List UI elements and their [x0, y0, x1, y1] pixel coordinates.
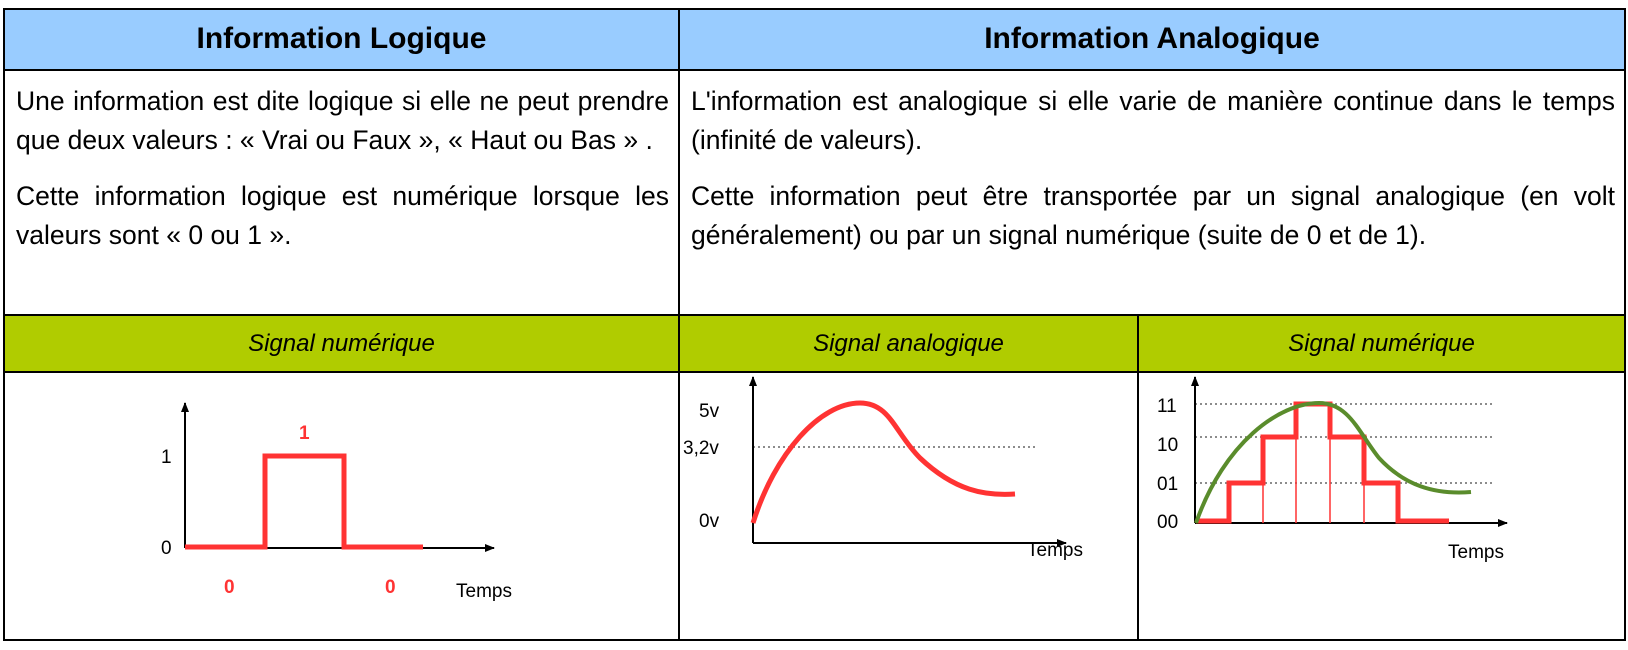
logic-signal	[185, 453, 423, 550]
border-col2	[1137, 314, 1139, 641]
border-row1	[3, 69, 1626, 71]
digital-steps	[1196, 401, 1449, 524]
y-label-1: 1	[161, 447, 172, 468]
diagram-signal-analogique: 5v 3,2v 0v Temps	[683, 376, 1083, 561]
border-row3	[3, 371, 1626, 373]
border-bottom	[3, 639, 1626, 641]
analog-curve-overlay	[1194, 400, 1472, 524]
y-label-10: 10	[1157, 435, 1178, 456]
subheader-signal-numerique-1: Signal numérique	[4, 315, 679, 372]
subheader-signal-numerique-2: Signal numérique	[1138, 315, 1625, 372]
text-analogique: L'information est analogique si elle var…	[679, 70, 1625, 315]
subheader-1-text: Signal numérique	[248, 329, 435, 357]
header-analogique: Information Analogique	[679, 9, 1625, 69]
x-axis-label: Temps	[1027, 540, 1083, 561]
diagram-signal-logique: 1 0 1 0 0 Temps	[161, 402, 512, 602]
border-left	[3, 8, 5, 641]
subheader-2-text: Signal analogique	[813, 329, 1004, 357]
border-row2	[3, 314, 1626, 316]
y-label-3-2v: 3,2v	[683, 438, 719, 459]
y-label-0v: 0v	[699, 511, 720, 532]
y-label-5v: 5v	[699, 401, 720, 422]
border-top	[3, 8, 1626, 10]
border-col1	[678, 8, 680, 641]
header-logique-text: Information Logique	[196, 22, 487, 55]
diagram-signal-numerique-echantillonne: 11 10 01 00 Temps	[1157, 376, 1508, 563]
y-label-01: 01	[1157, 474, 1178, 495]
text-logique: Une information est dite logique si elle…	[4, 70, 679, 315]
y-label-00: 00	[1157, 512, 1178, 533]
level-label-high: 1	[299, 423, 310, 444]
subheader-signal-analogique: Signal analogique	[679, 315, 1138, 372]
subheader-3-text: Signal numérique	[1288, 329, 1475, 357]
sample-lines	[1228, 404, 1399, 523]
x-axis-label: Temps	[1448, 542, 1504, 563]
analogique-para-2: Cette information peut être transportée …	[691, 181, 1615, 250]
y-label-0: 0	[161, 538, 172, 559]
level-label-low-2: 0	[385, 577, 396, 598]
border-right	[1624, 8, 1626, 641]
logique-para-1: Une information est dite logique si elle…	[16, 86, 669, 155]
logique-para-2: Cette information logique est numérique …	[16, 181, 669, 250]
y-label-11: 11	[1157, 396, 1177, 417]
header-analogique-text: Information Analogique	[984, 22, 1320, 55]
level-label-low-1: 0	[224, 577, 235, 598]
analogique-para-1: L'information est analogique si elle var…	[691, 86, 1615, 155]
analog-curve	[750, 400, 1016, 524]
header-logique: Information Logique	[4, 9, 679, 69]
x-axis-label: Temps	[456, 581, 512, 602]
